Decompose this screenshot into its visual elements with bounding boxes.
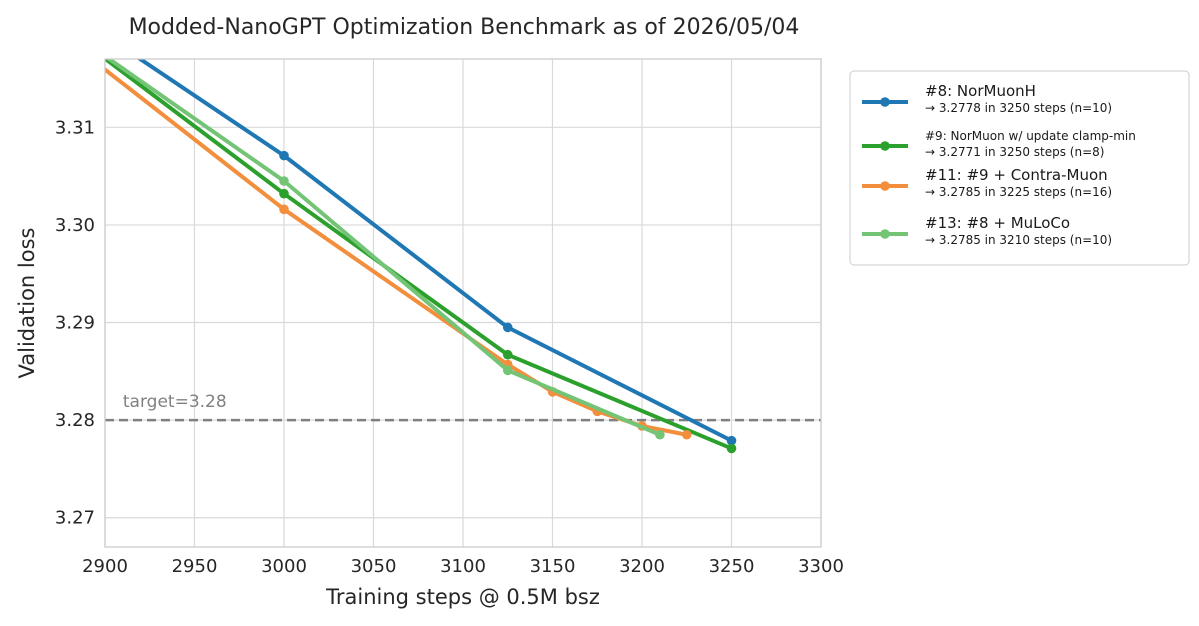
legend-entry: #11: #9 + Contra-Muon→ 3.2785 in 3225 st…	[862, 166, 1112, 199]
y-tick-labels: 3.27 3.28 3.29 3.30 3.31	[55, 117, 95, 528]
y-tick-label: 3.29	[55, 313, 95, 334]
x-tick-label: 3100	[440, 556, 486, 577]
y-axis-label: Validation loss	[15, 228, 39, 379]
plot-frame	[104, 58, 822, 548]
x-tick-label: 3300	[798, 556, 844, 577]
data-point	[279, 176, 289, 186]
legend-label: #9: NorMuon w/ update clamp-min	[925, 129, 1136, 143]
x-tick-label: 3150	[530, 556, 576, 577]
x-axis-label: Training steps @ 0.5M bsz	[325, 585, 600, 609]
chart-title: Modded-NanoGPT Optimization Benchmark as…	[129, 15, 800, 40]
series-line	[136, 59, 734, 443]
x-tick-label: 2950	[172, 556, 218, 577]
data-point	[279, 150, 289, 161]
x-tick-labels: 2900 2950 3000 3050 3100 3150 3200 3250 3300	[82, 556, 844, 577]
data-point	[279, 204, 289, 215]
data-point	[681, 429, 692, 440]
legend-sublabel: → 3.2771 in 3250 steps (n=8)	[925, 145, 1104, 159]
legend-entry: #9: NorMuon w/ update clamp-min → 3.2771 …	[862, 129, 1136, 159]
legend-label: #8: NorMuonH	[925, 82, 1036, 100]
x-tick-label: 3000	[261, 556, 307, 577]
y-tick-label: 3.31	[55, 117, 95, 138]
target-label: target=3.28	[123, 392, 227, 412]
legend-entry: #8: NorMuonH→ 3.2778 in 3250 steps (n=10…	[862, 82, 1112, 115]
legend-sublabel: → 3.2785 in 3225 steps (n=16)	[925, 185, 1112, 199]
x-tick-label: 2900	[82, 556, 128, 577]
data-point	[502, 322, 513, 333]
legend-entry: #13: #8 + MuLoCo→ 3.2785 in 3210 steps (…	[862, 214, 1112, 247]
series-2	[105, 59, 737, 454]
series-lines	[105, 59, 737, 454]
data-point	[655, 429, 665, 440]
legend-label: #13: #8 + MuLoCo	[925, 214, 1070, 232]
legend-marker	[880, 97, 890, 107]
data-point	[502, 365, 513, 376]
legend-sublabel: → 3.2778 in 3250 steps (n=10)	[925, 101, 1112, 115]
legend-sublabel: → 3.2785 in 3210 steps (n=10)	[925, 233, 1112, 247]
legend-box	[849, 70, 1190, 266]
series-4	[105, 59, 665, 440]
legend-marker	[880, 141, 890, 151]
data-point	[726, 435, 737, 446]
legend-label: #11: #9 + Contra-Muon	[925, 166, 1108, 184]
y-tick-label: 3.30	[55, 215, 95, 236]
data-point	[726, 443, 737, 454]
target-reference: target=3.28	[105, 392, 821, 422]
series-line	[105, 59, 734, 451]
legend-marker	[880, 229, 890, 239]
x-tick-label: 3250	[709, 556, 755, 577]
series-1	[136, 59, 737, 446]
legend: #8: NorMuonH→ 3.2778 in 3250 steps (n=10…	[849, 70, 1190, 266]
x-tick-label: 3050	[351, 556, 397, 577]
y-tick-label: 3.28	[55, 410, 95, 431]
x-tick-label: 3200	[619, 556, 665, 577]
series-line	[105, 59, 662, 437]
data-point	[279, 188, 289, 199]
legend-marker	[880, 181, 890, 191]
data-point	[502, 349, 513, 360]
y-tick-label: 3.27	[55, 508, 95, 529]
